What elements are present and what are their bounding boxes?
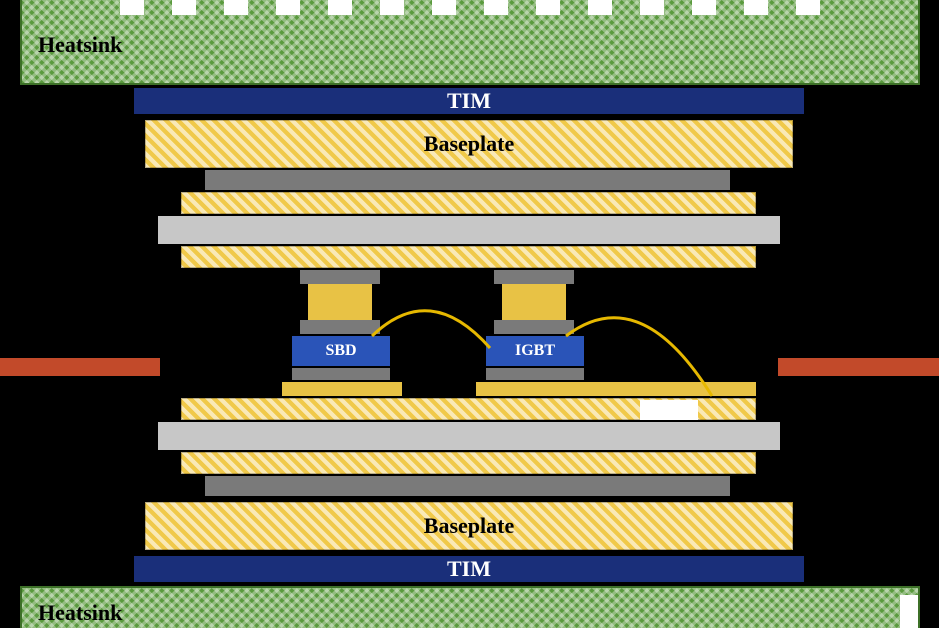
pillar-left-body bbox=[308, 284, 372, 320]
bottom-white-bar bbox=[900, 595, 918, 628]
tim-top: TIM bbox=[134, 88, 804, 114]
tim-bottom: TIM bbox=[134, 556, 804, 582]
dbc-bottom-copper-lower bbox=[181, 452, 756, 474]
pad-bottom-right bbox=[476, 382, 756, 396]
white-pad bbox=[640, 400, 698, 420]
pillar-left-solder-top bbox=[300, 270, 380, 284]
chip-sbd: SBD bbox=[292, 336, 390, 366]
chip-igbt: IGBT bbox=[486, 336, 584, 366]
pad-bottom-left bbox=[282, 382, 402, 396]
tim-bottom-label: TIM bbox=[447, 556, 491, 582]
pillar-right-solder-top bbox=[494, 270, 574, 284]
chip-sbd-label: SBD bbox=[325, 342, 356, 360]
pillar-left-solder-bot bbox=[300, 320, 380, 334]
baseplate-bottom-label: Baseplate bbox=[424, 513, 514, 539]
dbc-bottom-ceramic bbox=[158, 422, 780, 450]
tim-top-label: TIM bbox=[447, 88, 491, 114]
heatsink-top-fins bbox=[120, 0, 820, 15]
heatsink-top: Heatsink bbox=[20, 0, 920, 85]
baseplate-top: Baseplate bbox=[145, 120, 793, 168]
chip-igbt-solder bbox=[486, 368, 584, 380]
heatsink-bottom-label: Heatsink bbox=[38, 600, 122, 626]
chip-sbd-solder bbox=[292, 368, 390, 380]
lead-right bbox=[778, 358, 939, 376]
heatsink-bottom: Heatsink bbox=[20, 586, 920, 628]
dbc-top-copper-lower bbox=[181, 246, 756, 268]
pillar-right-solder-bot bbox=[494, 320, 574, 334]
heatsink-top-label: Heatsink bbox=[38, 32, 122, 58]
lead-left bbox=[0, 358, 160, 376]
pillar-right-body bbox=[502, 284, 566, 320]
solder-top bbox=[205, 170, 730, 190]
dbc-top-copper-upper bbox=[181, 192, 756, 214]
baseplate-bottom: Baseplate bbox=[145, 502, 793, 550]
chip-igbt-label: IGBT bbox=[515, 342, 555, 360]
solder-bottom bbox=[205, 476, 730, 496]
dbc-top-ceramic bbox=[158, 216, 780, 244]
baseplate-top-label: Baseplate bbox=[424, 131, 514, 157]
